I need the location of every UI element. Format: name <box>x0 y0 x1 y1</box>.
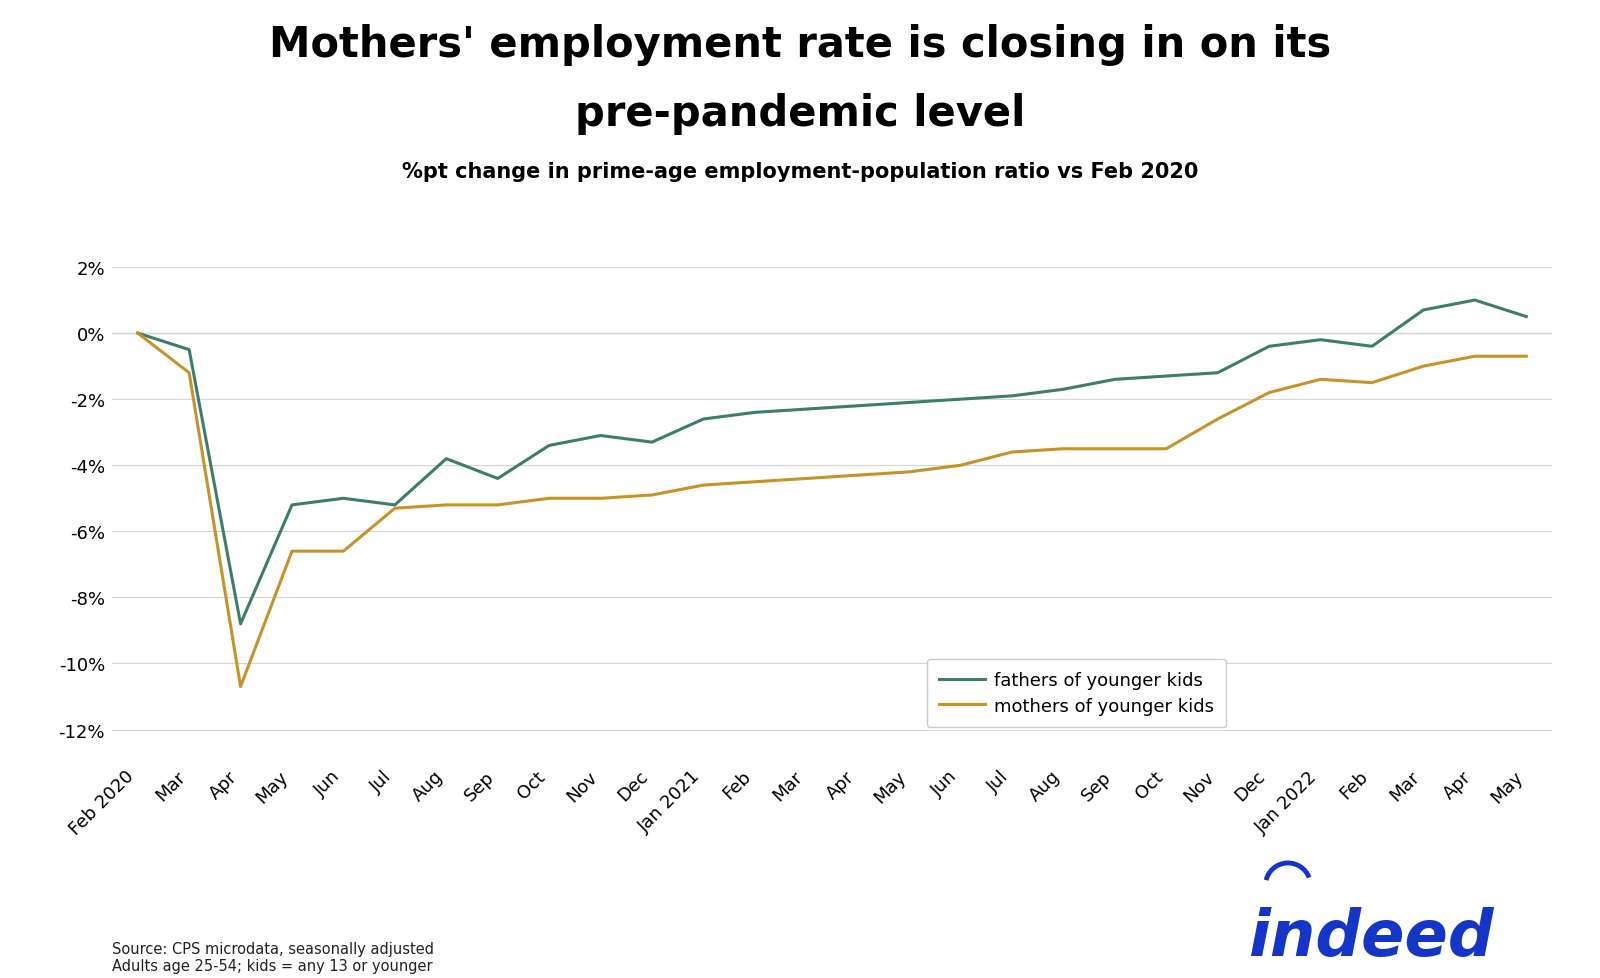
mothers of younger kids <box>282 546 301 557</box>
mothers of younger kids <box>1208 414 1227 425</box>
mothers of younger kids <box>1106 443 1125 455</box>
mothers of younger kids <box>1363 378 1382 389</box>
fathers of younger kids <box>488 473 507 485</box>
Line: fathers of younger kids: fathers of younger kids <box>138 301 1526 624</box>
fathers of younger kids <box>1466 295 1485 307</box>
mothers of younger kids <box>230 681 250 692</box>
mothers of younger kids <box>797 473 816 485</box>
fathers of younger kids <box>437 453 456 465</box>
mothers of younger kids <box>488 500 507 511</box>
Text: %pt change in prime-age employment-population ratio vs Feb 2020: %pt change in prime-age employment-popul… <box>402 161 1198 181</box>
mothers of younger kids <box>899 467 918 478</box>
mothers of younger kids <box>1002 447 1022 459</box>
mothers of younger kids <box>746 476 765 488</box>
fathers of younger kids <box>334 493 354 505</box>
mothers of younger kids <box>1259 387 1278 399</box>
mothers of younger kids <box>1466 351 1485 363</box>
fathers of younger kids <box>746 407 765 419</box>
fathers of younger kids <box>1517 311 1536 323</box>
mothers of younger kids <box>1517 351 1536 363</box>
mothers of younger kids <box>848 469 867 481</box>
fathers of younger kids <box>643 437 662 449</box>
fathers of younger kids <box>797 404 816 416</box>
fathers of younger kids <box>539 440 558 452</box>
mothers of younger kids <box>590 493 610 505</box>
fathers of younger kids <box>950 394 970 406</box>
Text: Source: CPS microdata, seasonally adjusted
Adults age 25-54; kids = any 13 or yo: Source: CPS microdata, seasonally adjust… <box>112 941 434 973</box>
fathers of younger kids <box>1310 334 1330 346</box>
mothers of younger kids <box>128 328 147 339</box>
fathers of younger kids <box>1106 374 1125 385</box>
fathers of younger kids <box>1002 390 1022 402</box>
mothers of younger kids <box>179 368 198 379</box>
Text: pre-pandemic level: pre-pandemic level <box>574 93 1026 135</box>
fathers of younger kids <box>848 401 867 413</box>
mothers of younger kids <box>1414 361 1434 373</box>
fathers of younger kids <box>1259 341 1278 353</box>
mothers of younger kids <box>386 503 405 514</box>
Legend: fathers of younger kids, mothers of younger kids: fathers of younger kids, mothers of youn… <box>926 659 1226 728</box>
fathers of younger kids <box>386 500 405 511</box>
mothers of younger kids <box>643 490 662 502</box>
mothers of younger kids <box>1157 443 1176 455</box>
fathers of younger kids <box>899 397 918 409</box>
mothers of younger kids <box>334 546 354 557</box>
fathers of younger kids <box>694 414 714 425</box>
mothers of younger kids <box>694 479 714 491</box>
fathers of younger kids <box>1208 368 1227 379</box>
fathers of younger kids <box>1363 341 1382 353</box>
mothers of younger kids <box>437 500 456 511</box>
fathers of younger kids <box>179 344 198 356</box>
fathers of younger kids <box>230 618 250 630</box>
fathers of younger kids <box>282 500 301 511</box>
mothers of younger kids <box>1310 374 1330 385</box>
mothers of younger kids <box>539 493 558 505</box>
fathers of younger kids <box>590 430 610 442</box>
mothers of younger kids <box>1054 443 1074 455</box>
Text: Mothers' employment rate is closing in on its: Mothers' employment rate is closing in o… <box>269 24 1331 67</box>
Line: mothers of younger kids: mothers of younger kids <box>138 333 1526 687</box>
fathers of younger kids <box>1414 305 1434 317</box>
mothers of younger kids <box>950 460 970 471</box>
fathers of younger kids <box>1157 371 1176 382</box>
Text: indeed: indeed <box>1248 907 1494 968</box>
fathers of younger kids <box>128 328 147 339</box>
fathers of younger kids <box>1054 384 1074 396</box>
